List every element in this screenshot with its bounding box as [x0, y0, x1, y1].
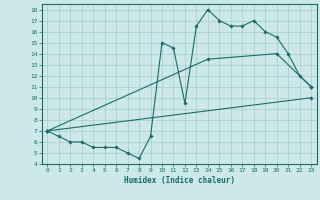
X-axis label: Humidex (Indice chaleur): Humidex (Indice chaleur) — [124, 176, 235, 185]
